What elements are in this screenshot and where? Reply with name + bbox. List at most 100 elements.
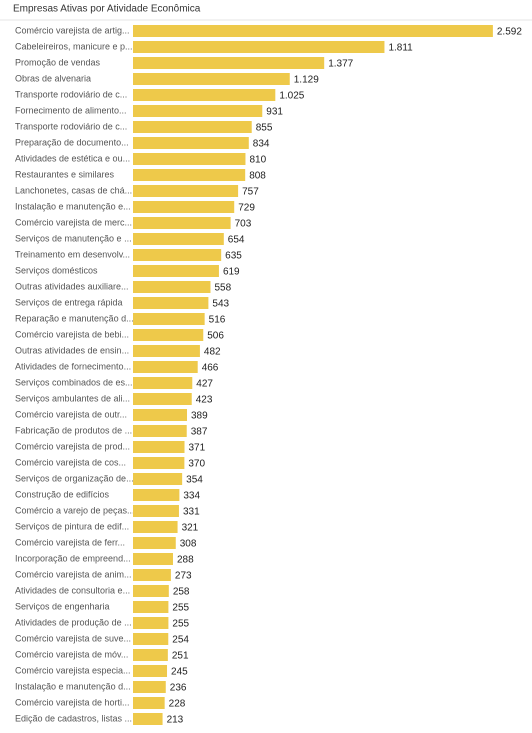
- category-label: Outras atividades auxiliare...: [15, 281, 129, 291]
- category-label: Restaurantes e similares: [15, 169, 115, 179]
- bar: [133, 633, 169, 645]
- value-label: 810: [249, 155, 266, 166]
- category-label: Comércio varejista de anim...: [15, 569, 132, 579]
- bar: [133, 585, 169, 597]
- value-label: 308: [180, 539, 197, 550]
- category-label: Instalação e manutenção e...: [15, 201, 131, 211]
- category-label: Transporte rodoviário de c...: [15, 89, 127, 99]
- category-label: Lanchonetes, casas de chá...: [15, 185, 132, 195]
- bar: [133, 489, 180, 501]
- category-label: Serviços de organização de...: [15, 473, 134, 483]
- bar: [133, 169, 246, 181]
- value-label: 1.129: [294, 75, 319, 86]
- bar: [133, 681, 166, 693]
- bar: [133, 201, 235, 213]
- value-label: 255: [172, 603, 189, 614]
- value-label: 213: [167, 715, 184, 726]
- bar: [133, 105, 263, 117]
- bar: [133, 89, 276, 101]
- value-label: 2.592: [497, 27, 522, 38]
- value-label: 371: [189, 443, 206, 454]
- category-label: Incorporação de empreend...: [15, 553, 131, 563]
- value-label: 228: [169, 699, 186, 710]
- category-label: Comércio varejista de bebi...: [15, 329, 129, 339]
- bar: [133, 601, 169, 613]
- bar: [133, 249, 222, 261]
- category-label: Serviços de engenharia: [15, 601, 110, 611]
- category-label: Comércio varejista de prod...: [15, 441, 130, 451]
- bar: [133, 537, 176, 549]
- value-label: 245: [171, 667, 188, 678]
- category-label: Serviços domésticos: [15, 265, 98, 275]
- category-label: Obras de alvenaria: [15, 73, 91, 83]
- category-label: Transporte rodoviário de c...: [15, 121, 127, 131]
- category-label: Comércio varejista de merc...: [15, 217, 132, 227]
- category-label: Comércio varejista especia...: [15, 665, 131, 675]
- category-label: Instalação e manutenção d...: [15, 681, 131, 691]
- value-label: 516: [209, 315, 226, 326]
- value-label: 423: [196, 395, 213, 406]
- value-label: 254: [172, 635, 189, 646]
- category-label: Serviços ambulantes de ali...: [15, 393, 130, 403]
- category-label: Comércio varejista de móv...: [15, 649, 128, 659]
- value-label: 370: [188, 459, 205, 470]
- value-label: 482: [204, 347, 221, 358]
- value-label: 635: [225, 251, 242, 262]
- value-label: 931: [266, 107, 283, 118]
- category-label: Serviços combinados de es...: [15, 377, 133, 387]
- value-label: 757: [242, 187, 259, 198]
- category-label: Atividades de fornecimento...: [15, 361, 131, 371]
- value-label: 855: [256, 123, 273, 134]
- category-label: Fabricação de produtos de ...: [15, 425, 132, 435]
- bar: [133, 377, 193, 389]
- bar: [133, 697, 165, 709]
- bar: [133, 233, 224, 245]
- value-label: 427: [196, 379, 213, 390]
- value-label: 236: [170, 683, 187, 694]
- category-label: Atividades de produção de ...: [15, 617, 132, 627]
- value-label: 273: [175, 571, 192, 582]
- bar: [133, 297, 209, 309]
- bar: [133, 361, 198, 373]
- value-label: 834: [253, 139, 270, 150]
- category-label: Serviços de entrega rápida: [15, 297, 123, 307]
- bar: [133, 665, 168, 677]
- bar: [133, 313, 205, 325]
- bar: [133, 57, 325, 69]
- value-label: 255: [172, 619, 189, 630]
- category-label: Comércio varejista de suve...: [15, 633, 131, 643]
- category-label: Treinamento em desenvolv...: [15, 249, 130, 259]
- category-label: Atividades de consultoria e...: [15, 585, 130, 595]
- value-label: 288: [177, 555, 194, 566]
- chart-title: Empresas Ativas por Atividade Econômica: [13, 4, 201, 15]
- category-label: Comércio varejista de horti...: [15, 697, 130, 707]
- bar: [133, 217, 231, 229]
- category-label: Comércio varejista de ferr...: [15, 537, 125, 547]
- bar: [133, 281, 211, 293]
- bar: [133, 649, 168, 661]
- bar: [133, 713, 163, 725]
- bar: [133, 393, 192, 405]
- value-label: 506: [207, 331, 224, 342]
- category-label: Edição de cadastros, listas ...: [15, 713, 132, 723]
- value-label: 321: [182, 523, 199, 534]
- bar: [133, 153, 246, 165]
- category-label: Outras atividades de ensin...: [15, 345, 129, 355]
- value-label: 558: [214, 283, 231, 294]
- value-label: 1.025: [279, 91, 304, 102]
- bar: [133, 473, 183, 485]
- value-label: 703: [235, 219, 252, 230]
- category-label: Serviços de pintura de edif...: [15, 521, 129, 531]
- bar: [133, 505, 179, 517]
- bar: [133, 409, 188, 421]
- category-label: Construção de edifícios: [15, 489, 110, 499]
- bar: [133, 425, 187, 437]
- value-label: 619: [223, 267, 240, 278]
- value-label: 808: [249, 171, 266, 182]
- category-label: Comércio varejista de outr...: [15, 409, 127, 419]
- bar: [133, 441, 185, 453]
- category-label: Fornecimento de alimento...: [15, 105, 127, 115]
- bar: [133, 137, 249, 149]
- value-label: 1.811: [388, 43, 413, 54]
